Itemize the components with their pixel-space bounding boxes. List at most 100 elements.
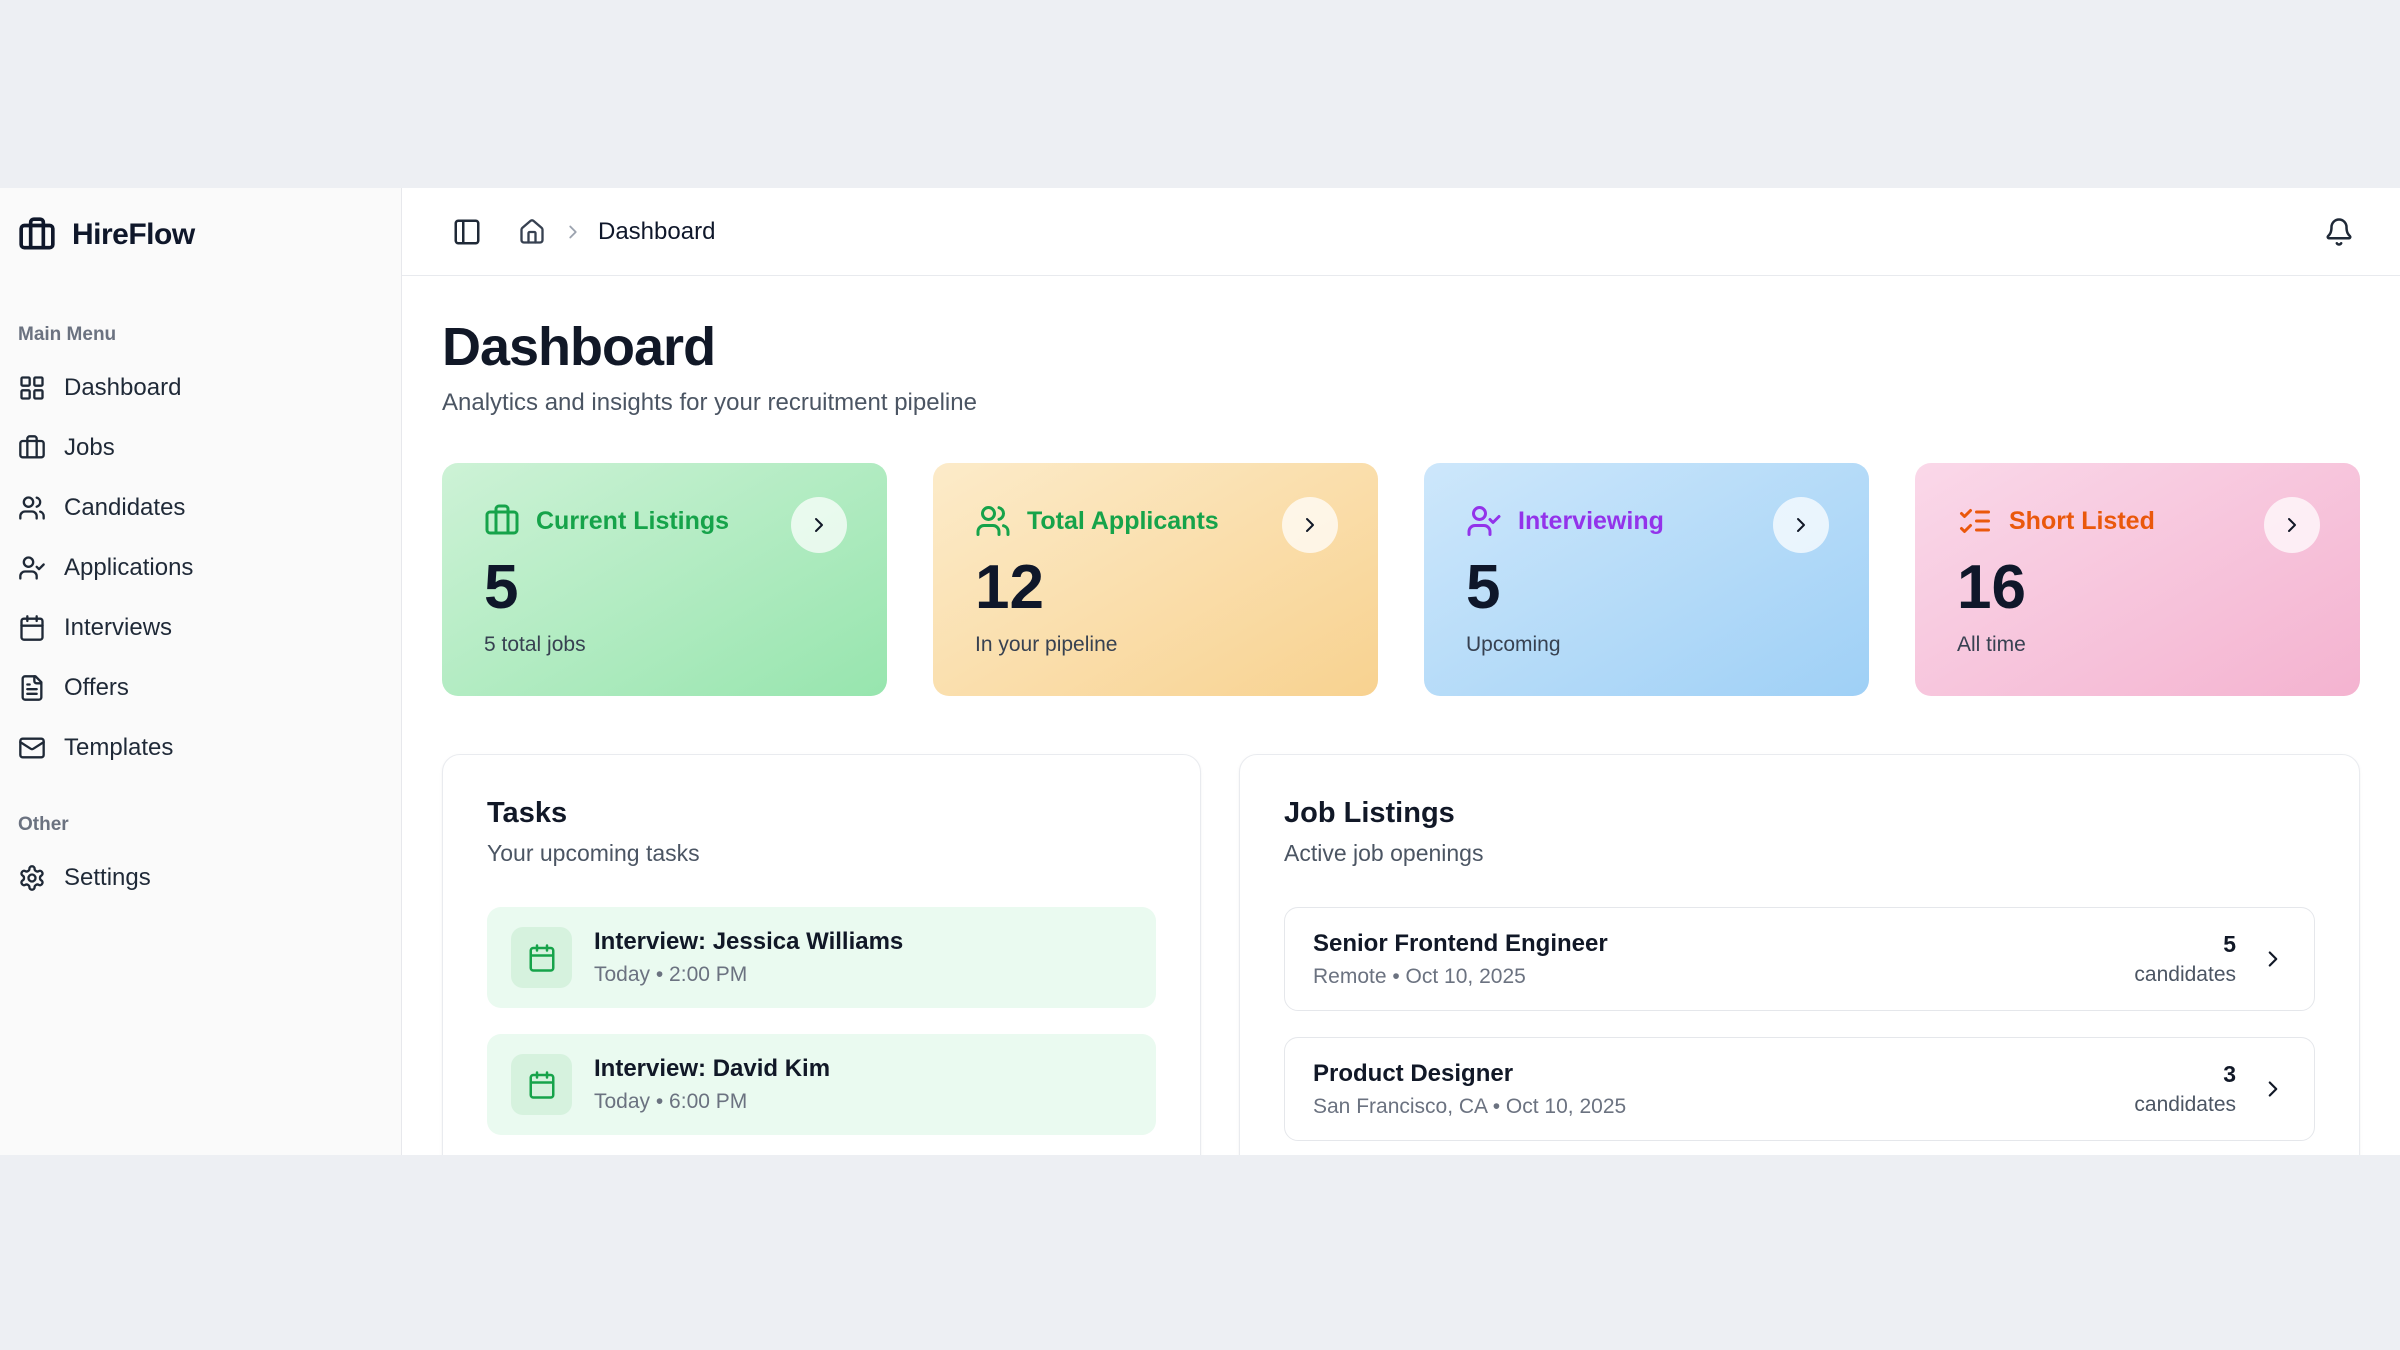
task-time: Today • 6:00 PM xyxy=(594,1090,748,1114)
sidebar-item-label: Offers xyxy=(64,674,129,701)
sidebar-item-label: Applications xyxy=(64,554,194,581)
stat-label: Short Listed xyxy=(2009,506,2155,535)
sidebar-item-label: Candidates xyxy=(64,494,186,521)
briefcase-logo-icon xyxy=(19,217,55,250)
task-icon-tile xyxy=(511,1054,572,1116)
job-title: Product Designer xyxy=(1313,1059,1514,1087)
task-title: Interview: Jessica Williams xyxy=(594,928,904,956)
calendar-icon xyxy=(529,1071,554,1099)
stat-caption: 5 total jobs xyxy=(484,633,586,657)
briefcase-icon xyxy=(485,504,519,535)
home-icon xyxy=(520,218,544,244)
task-icon-tile xyxy=(511,927,572,989)
stat-card-total-applicants: Total Applicants 12 In your pipeline xyxy=(933,463,1378,697)
layout-grid-icon xyxy=(20,376,44,400)
chevron-right-icon xyxy=(1306,518,1314,533)
job-listings-card: Job Listings Active job openings Senior … xyxy=(1239,754,2360,1155)
sidebar-item-candidates[interactable]: Candidates xyxy=(14,478,383,538)
main-area: Dashboard Dashboard Analytics and insigh… xyxy=(402,188,2400,1155)
sidebar-item-offers[interactable]: Offers xyxy=(14,658,383,718)
sidebar-item-interviews[interactable]: Interviews xyxy=(14,598,383,658)
tasks-subtitle: Your upcoming tasks xyxy=(487,840,700,867)
topbar: Dashboard xyxy=(402,188,2400,276)
chevron-right-icon xyxy=(2260,946,2286,972)
breadcrumb-separator-icon xyxy=(562,221,584,243)
sidebar-item-label: Jobs xyxy=(64,434,115,461)
briefcase-icon xyxy=(19,435,45,459)
file-text-icon xyxy=(21,675,43,701)
job-candidate-count: 5 xyxy=(2223,931,2236,958)
stat-arrow-button[interactable] xyxy=(1773,497,1829,554)
stat-card-current-listings: Current Listings 5 5 total jobs xyxy=(442,463,887,697)
sidebar-section-label-other: Other xyxy=(18,814,69,835)
job-row[interactable]: Senior Frontend Engineer Remote • Oct 10… xyxy=(1284,907,2315,1012)
chevron-right-icon xyxy=(2260,1076,2286,1102)
sidebar-toggle-button[interactable] xyxy=(452,217,482,247)
job-listings-title: Job Listings xyxy=(1284,797,1455,830)
user-check-icon xyxy=(1467,506,1501,537)
sidebar-item-label: Templates xyxy=(64,734,174,761)
task-list: Interview: Jessica Williams Today • 2:00… xyxy=(487,907,1156,1136)
stat-label: Total Applicants xyxy=(1027,506,1219,535)
stat-caption: In your pipeline xyxy=(975,633,1118,657)
notifications-button[interactable] xyxy=(2324,217,2354,247)
calendar-icon xyxy=(529,944,554,972)
tasks-card: Tasks Your upcoming tasks Interview: Jes… xyxy=(442,754,1201,1155)
list-checks-icon xyxy=(1960,509,1990,534)
sidebar-item-dashboard[interactable]: Dashboard xyxy=(14,358,383,418)
stat-card-short-listed: Short Listed 16 All time xyxy=(1915,463,2360,697)
stat-value: 12 xyxy=(975,553,1044,623)
logo-text: HireFlow xyxy=(72,218,195,251)
job-row[interactable]: Product Designer San Francisco, CA • Oct… xyxy=(1284,1037,2315,1142)
chevron-right-icon xyxy=(1797,518,1805,533)
sidebar-item-settings[interactable]: Settings xyxy=(14,848,383,908)
job-candidate-label: candidates xyxy=(2134,1093,2236,1117)
job-meta: San Francisco, CA • Oct 10, 2025 xyxy=(1313,1094,1627,1118)
app-window: HireFlow Main Menu Dashboard Jobs Candid… xyxy=(0,188,2400,1155)
sidebar-item-applications[interactable]: Applications xyxy=(14,538,383,598)
panel-left-icon xyxy=(454,219,480,244)
task-time: Today • 2:00 PM xyxy=(594,963,748,987)
breadcrumb-home-button[interactable] xyxy=(518,218,546,246)
stat-caption: Upcoming xyxy=(1466,633,1561,657)
job-listings-subtitle: Active job openings xyxy=(1284,840,1484,867)
stat-label: Current Listings xyxy=(536,506,730,535)
users-icon xyxy=(976,506,1010,537)
sidebar-section-label-main-menu: Main Menu xyxy=(18,324,117,345)
sidebar-item-label: Settings xyxy=(64,864,151,891)
chevron-right-icon xyxy=(2288,518,2296,533)
settings-gear-icon xyxy=(20,865,44,891)
job-candidate-count: 3 xyxy=(2223,1061,2236,1088)
sidebar-item-jobs[interactable]: Jobs xyxy=(14,418,383,478)
logo: HireFlow xyxy=(14,216,383,254)
stat-value: 5 xyxy=(1466,553,1501,623)
task-title: Interview: David Kim xyxy=(594,1055,831,1083)
stat-caption: All time xyxy=(1957,633,2026,657)
sidebar-nav-other: Settings xyxy=(14,848,383,908)
tasks-title: Tasks xyxy=(487,797,568,830)
stat-value: 5 xyxy=(484,553,519,623)
mail-icon xyxy=(19,737,45,759)
stat-label: Interviewing xyxy=(1518,506,1664,535)
sidebar-item-templates[interactable]: Templates xyxy=(14,718,383,778)
users-icon xyxy=(19,496,45,520)
chevron-right-icon xyxy=(815,518,823,533)
job-meta: Remote • Oct 10, 2025 xyxy=(1313,964,1526,988)
page-content: Dashboard Analytics and insights for you… xyxy=(402,276,2400,1155)
stat-card-interviewing: Interviewing 5 Upcoming xyxy=(1424,463,1869,697)
sidebar-nav: Dashboard Jobs Candidates Applications I… xyxy=(14,358,383,778)
job-list: Senior Frontend Engineer Remote • Oct 10… xyxy=(1284,907,2315,1142)
task-item[interactable]: Interview: Jessica Williams Today • 2:00… xyxy=(487,907,1156,1009)
page-title: Dashboard xyxy=(442,317,716,377)
bell-icon xyxy=(2326,217,2352,246)
sidebar-item-label: Interviews xyxy=(64,614,173,641)
sidebar-item-label: Dashboard xyxy=(64,374,182,401)
stat-arrow-button[interactable] xyxy=(791,497,847,554)
job-candidate-label: candidates xyxy=(2134,963,2236,987)
breadcrumb-current: Dashboard xyxy=(598,217,716,245)
stat-arrow-button[interactable] xyxy=(1282,497,1338,554)
task-item[interactable]: Interview: David Kim Today • 6:00 PM xyxy=(487,1034,1156,1136)
sidebar: HireFlow Main Menu Dashboard Jobs Candid… xyxy=(0,188,402,1155)
stat-arrow-button[interactable] xyxy=(2264,497,2320,554)
user-check-icon xyxy=(19,556,45,580)
